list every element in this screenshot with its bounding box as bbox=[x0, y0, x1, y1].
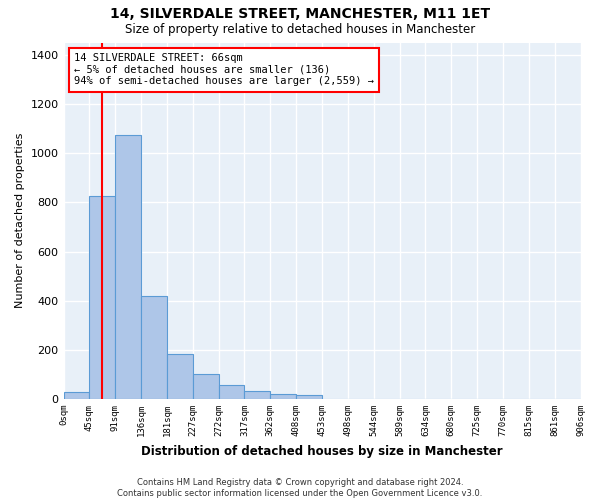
Bar bbox=[115, 134, 141, 399]
Bar bbox=[193, 374, 218, 399]
Text: Contains HM Land Registry data © Crown copyright and database right 2024.
Contai: Contains HM Land Registry data © Crown c… bbox=[118, 478, 482, 498]
X-axis label: Distribution of detached houses by size in Manchester: Distribution of detached houses by size … bbox=[141, 444, 503, 458]
Y-axis label: Number of detached properties: Number of detached properties bbox=[15, 133, 25, 308]
Text: 14, SILVERDALE STREET, MANCHESTER, M11 1ET: 14, SILVERDALE STREET, MANCHESTER, M11 1… bbox=[110, 8, 490, 22]
Bar bbox=[89, 196, 115, 399]
Text: 14 SILVERDALE STREET: 66sqm
← 5% of detached houses are smaller (136)
94% of sem: 14 SILVERDALE STREET: 66sqm ← 5% of deta… bbox=[74, 53, 374, 86]
Bar bbox=[271, 394, 296, 399]
Bar bbox=[296, 396, 322, 399]
Text: Size of property relative to detached houses in Manchester: Size of property relative to detached ho… bbox=[125, 22, 475, 36]
Bar bbox=[141, 296, 167, 399]
Bar bbox=[64, 392, 89, 399]
Bar bbox=[244, 391, 271, 399]
Bar bbox=[167, 354, 193, 399]
Bar bbox=[218, 385, 244, 399]
